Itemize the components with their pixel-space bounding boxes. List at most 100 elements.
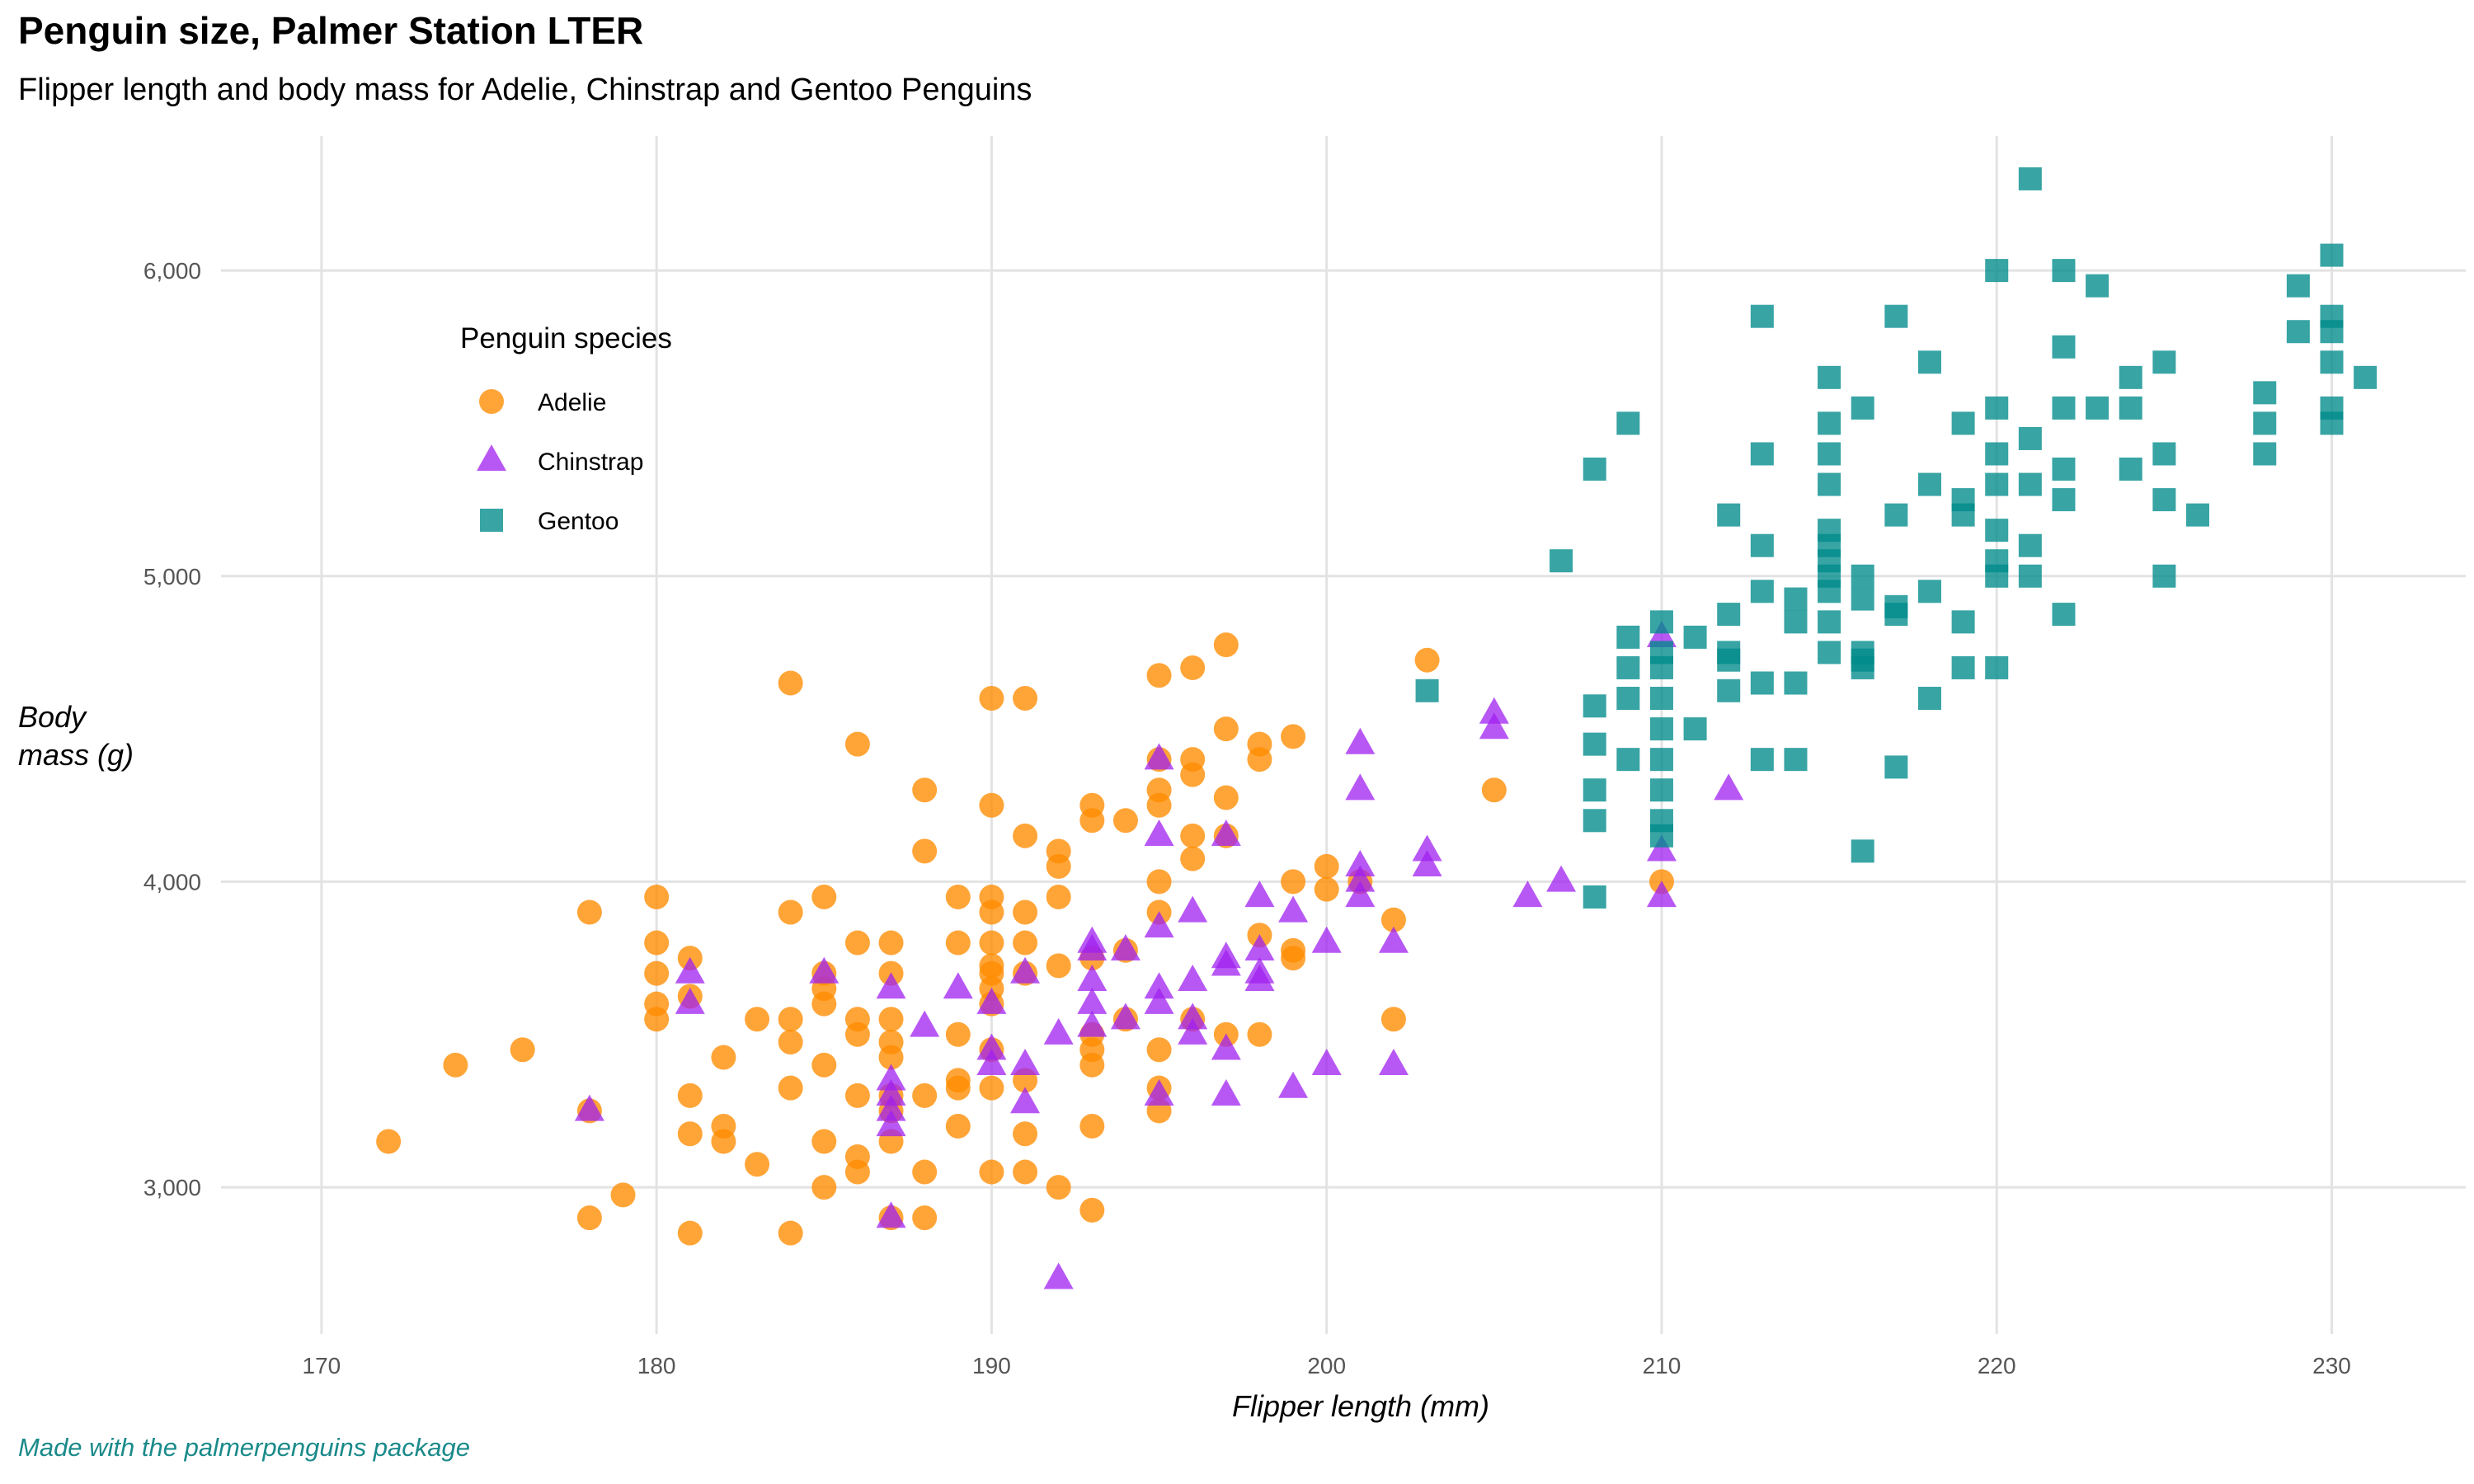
gentoo-point bbox=[1985, 655, 2009, 679]
adelie-point bbox=[1314, 876, 1339, 902]
x-axis-ticks: 170 180 190 200 210 220 230 bbox=[303, 1353, 2351, 1378]
gentoo-point bbox=[1683, 717, 1707, 741]
adelie-point bbox=[778, 1007, 803, 1032]
chinstrap-point bbox=[1211, 1079, 1241, 1106]
adelie-point bbox=[912, 838, 938, 864]
caption: Made with the palmerpenguins package bbox=[18, 1433, 471, 1462]
adelie-point bbox=[1046, 1175, 1071, 1200]
gentoo-point bbox=[1583, 885, 1606, 909]
gentoo-point bbox=[1985, 564, 2009, 588]
gentoo-point bbox=[1649, 748, 1673, 772]
adelie-point bbox=[979, 1075, 1004, 1101]
gentoo-point bbox=[1649, 824, 1673, 848]
adelie-point bbox=[1013, 1159, 1038, 1185]
adelie-point bbox=[1013, 1121, 1038, 1147]
gentoo-point bbox=[2086, 396, 2109, 420]
adelie-point bbox=[576, 1205, 602, 1231]
adelie-point bbox=[1146, 663, 1172, 688]
chinstrap-point bbox=[1378, 926, 1409, 953]
x-tick-label: 210 bbox=[1643, 1353, 1681, 1378]
gentoo-point bbox=[2152, 564, 2176, 588]
gentoo-point bbox=[2052, 335, 2076, 359]
gentoo-point bbox=[2286, 274, 2310, 298]
chinstrap-point bbox=[1010, 1087, 1041, 1114]
chinstrap-point bbox=[876, 1110, 906, 1137]
chinstrap-point bbox=[675, 956, 705, 984]
legend-title: Penguin species bbox=[460, 322, 672, 355]
gentoo-point bbox=[2052, 396, 2076, 420]
adelie-point bbox=[510, 1037, 535, 1063]
gentoo-point bbox=[1985, 472, 2009, 496]
chinstrap-point bbox=[876, 1094, 906, 1121]
gentoo-point bbox=[1884, 304, 1908, 328]
chinstrap-point bbox=[1345, 773, 1376, 801]
gentoo-point bbox=[2018, 472, 2042, 496]
adelie-point bbox=[1013, 823, 1038, 848]
gentoo-point bbox=[2152, 442, 2176, 466]
gentoo-point bbox=[2018, 426, 2042, 450]
adelie-point bbox=[1013, 930, 1038, 956]
chinstrap-point bbox=[1311, 926, 1342, 953]
gentoo-point bbox=[1717, 503, 1741, 527]
gentoo-point bbox=[1583, 732, 1606, 756]
gentoo-point bbox=[1851, 839, 1874, 863]
gentoo-point bbox=[1649, 610, 1673, 634]
gentoo-point bbox=[1784, 671, 1808, 695]
chinstrap-point bbox=[1646, 881, 1677, 908]
gentoo-point bbox=[1951, 610, 1975, 634]
x-tick-label: 200 bbox=[1307, 1353, 1346, 1378]
adelie-point bbox=[1046, 884, 1071, 909]
adelie-point bbox=[979, 686, 1004, 711]
gentoo-point bbox=[1818, 411, 1841, 435]
legend-key-gentoo bbox=[480, 509, 503, 532]
gentoo-point bbox=[1583, 458, 1606, 481]
gentoo-point bbox=[1818, 472, 1841, 496]
gentoo-point bbox=[2320, 411, 2344, 435]
gentoo-point bbox=[1616, 687, 1640, 711]
chinstrap-point bbox=[1646, 621, 1677, 648]
data-points bbox=[376, 167, 2378, 1289]
adelie-point bbox=[644, 930, 670, 956]
chinstrap-point bbox=[1714, 773, 1744, 801]
gentoo-point bbox=[1717, 603, 1741, 627]
chinstrap-point bbox=[1311, 1048, 1342, 1075]
gentoo-point bbox=[1750, 533, 1774, 557]
chinstrap-point bbox=[1110, 933, 1141, 960]
gentoo-point bbox=[2320, 243, 2344, 267]
gentoo-point bbox=[1616, 411, 1640, 435]
gentoo-point bbox=[1750, 748, 1774, 772]
gentoo-point bbox=[1784, 587, 1808, 611]
adelie-point bbox=[878, 930, 904, 956]
chinstrap-point bbox=[1412, 850, 1442, 877]
chinstrap-point bbox=[809, 956, 840, 984]
adelie-point bbox=[1247, 1021, 1272, 1047]
chinstrap-point bbox=[1479, 712, 1509, 740]
gentoo-point bbox=[1818, 365, 1841, 389]
gentoo-point bbox=[1951, 411, 1975, 435]
chinstrap-point bbox=[876, 972, 906, 999]
adelie-point bbox=[443, 1052, 468, 1078]
chinstrap-point bbox=[1043, 1017, 1074, 1045]
adelie-point bbox=[912, 1159, 938, 1185]
gentoo-point bbox=[1583, 778, 1606, 802]
page-title: Penguin size, Palmer Station LTER bbox=[18, 9, 644, 52]
gentoo-point bbox=[2052, 488, 2076, 512]
x-tick-label: 170 bbox=[303, 1353, 341, 1378]
gentoo-point bbox=[1616, 655, 1640, 679]
gentoo-point bbox=[1851, 655, 1874, 679]
adelie-point bbox=[1013, 899, 1038, 925]
chinstrap-point bbox=[1512, 881, 1543, 908]
y-axis-label-line-1: Body bbox=[18, 700, 87, 734]
adelie-point bbox=[811, 1129, 837, 1154]
gentoo-point bbox=[1917, 472, 1941, 496]
adelie-point bbox=[945, 884, 971, 909]
chinstrap-point bbox=[1345, 850, 1376, 877]
gentoo-point bbox=[1750, 580, 1774, 603]
adelie-point bbox=[1281, 869, 1306, 895]
chinstrap-point bbox=[1345, 727, 1376, 754]
x-tick-label: 230 bbox=[2312, 1353, 2351, 1378]
chinstrap-point bbox=[1178, 895, 1208, 923]
x-axis-label: Flipper length (mm) bbox=[1232, 1389, 1489, 1423]
chinstrap-point bbox=[943, 972, 973, 999]
gentoo-point bbox=[2286, 320, 2310, 344]
